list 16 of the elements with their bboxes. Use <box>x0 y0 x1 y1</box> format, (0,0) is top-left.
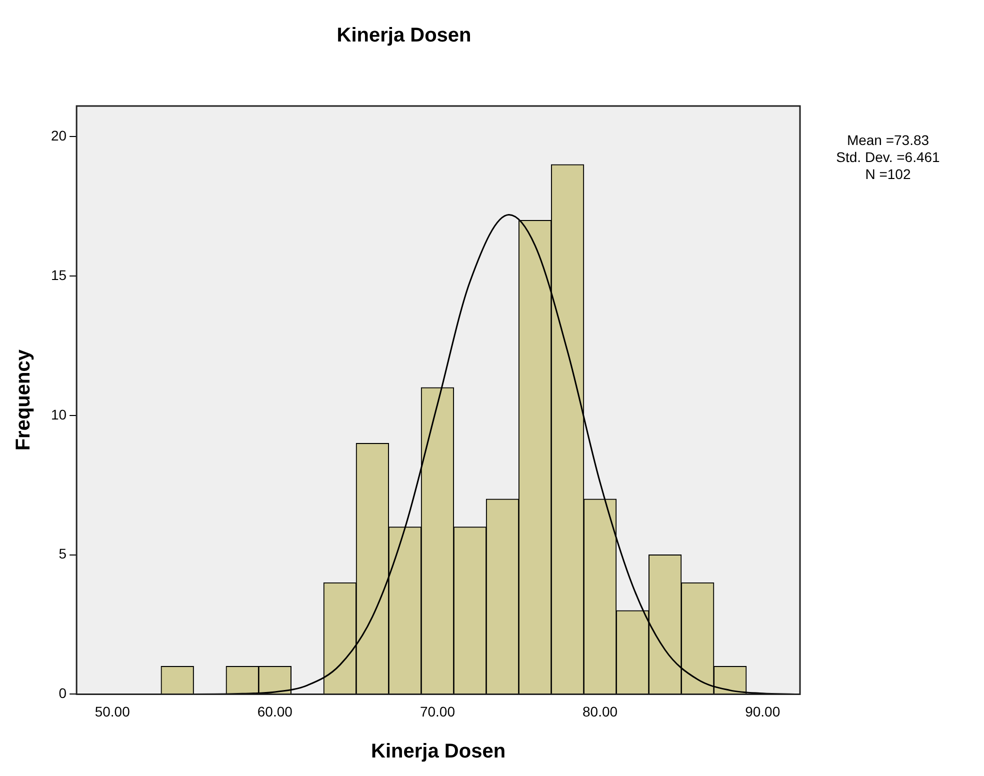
text: Std. Dev. =6.461 <box>835 149 941 166</box>
x-tick-label: 70.00 <box>420 703 456 720</box>
y-tick-label: 0 <box>58 685 67 702</box>
x-tick-label: 90.00 <box>745 703 780 720</box>
y-tick-label: 10 <box>50 406 67 422</box>
y-tick-label: 15 <box>50 266 67 283</box>
x-tick-label: 80.00 <box>582 703 618 720</box>
chart-title: Kinerja Dosen <box>336 24 472 47</box>
y-axis-title: Frequency <box>12 348 35 451</box>
x-tick-label: 60.00 <box>257 703 293 720</box>
y-tick-label: 5 <box>58 546 67 562</box>
x-tick-label: 50.00 <box>94 703 130 720</box>
y-tick-label: 20 <box>50 128 67 144</box>
text: Mean =73.83 <box>846 132 930 149</box>
text: N =102 <box>864 166 912 183</box>
x-axis-title: Kinerja Dosen <box>371 740 506 763</box>
